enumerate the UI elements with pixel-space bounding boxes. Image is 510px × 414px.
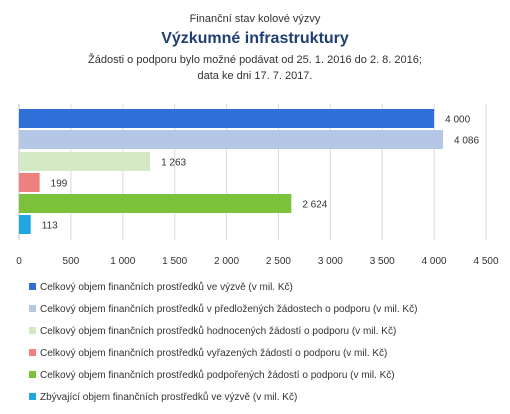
legend-swatch bbox=[29, 349, 36, 356]
chart-subtitle-line1: Žádosti o podporu bylo možné podávat od … bbox=[88, 53, 422, 66]
bar-data-label: 1 263 bbox=[161, 158, 186, 169]
bar bbox=[19, 215, 31, 234]
bar-data-label: 4 000 bbox=[445, 115, 470, 126]
chart-supertitle: Finanční stav kolové výzvy bbox=[190, 13, 321, 25]
x-tick-label: 4 000 bbox=[422, 256, 447, 267]
legend-entry: Zbývající objem finančních prostředků ve… bbox=[40, 391, 297, 403]
plot-bars: 4 000 4 086 1 263 199 2 624 113 bbox=[19, 109, 479, 234]
bar-data-label: 4 086 bbox=[454, 136, 479, 147]
legend: Celkový objem finančních prostředků ve v… bbox=[29, 281, 417, 403]
x-tick-label: 2 000 bbox=[214, 256, 239, 267]
legend-entry: Celkový objem finančních prostředků vyřa… bbox=[40, 347, 387, 359]
bar bbox=[19, 109, 435, 128]
x-tick-label: 3 500 bbox=[370, 256, 395, 267]
x-tick-label: 4 500 bbox=[473, 256, 498, 267]
legend-swatch bbox=[29, 283, 36, 290]
bar bbox=[19, 194, 292, 213]
bar-data-label: 2 624 bbox=[302, 200, 327, 211]
bar-data-label: 113 bbox=[42, 221, 58, 232]
legend-entry: Celkový objem finančních prostředků podp… bbox=[40, 369, 395, 381]
bar bbox=[19, 173, 40, 192]
x-tick-label: 1 000 bbox=[110, 256, 135, 267]
x-axis-ticks: 0 500 1 000 1 500 2 000 2 500 3 000 3 500 4 000 4… bbox=[16, 256, 499, 267]
legend-entry: Celkový objem finančních prostředků hodn… bbox=[40, 325, 396, 337]
legend-swatch bbox=[29, 371, 36, 378]
legend-swatch bbox=[29, 305, 36, 312]
legend-entry: Celkový objem finančních prostředků v př… bbox=[40, 303, 417, 315]
x-tick-label: 1 500 bbox=[162, 256, 187, 267]
x-tick-label: 2 500 bbox=[266, 256, 291, 267]
chart-subtitle-line2: data ke dni 17. 7. 2017. bbox=[198, 70, 313, 82]
legend-swatch bbox=[29, 393, 36, 400]
x-tick-label: 500 bbox=[63, 256, 80, 267]
x-tick-label: 3 000 bbox=[318, 256, 343, 267]
x-tick-label: 0 bbox=[16, 256, 22, 267]
legend-swatch bbox=[29, 327, 36, 334]
bar-data-label: 199 bbox=[51, 179, 68, 190]
bar bbox=[19, 152, 151, 171]
bar bbox=[19, 130, 444, 149]
legend-entry: Celkový objem finančních prostředků ve v… bbox=[40, 281, 293, 293]
chart-title: Výzkumné infrastruktury bbox=[161, 30, 349, 47]
